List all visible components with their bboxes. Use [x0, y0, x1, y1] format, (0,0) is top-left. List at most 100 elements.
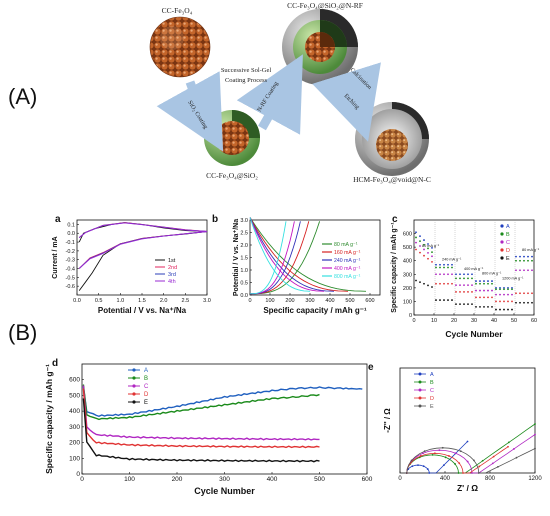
point-C — [423, 248, 425, 251]
point-A — [439, 263, 441, 266]
plot-frame-a — [76, 219, 208, 296]
point-e-C — [534, 433, 536, 436]
point-D — [487, 296, 489, 299]
point-E — [499, 308, 501, 311]
schematic-label-3: CC-Fe₃O₄@SiO₂ — [206, 171, 258, 180]
point-E — [511, 308, 513, 311]
point-C — [507, 293, 509, 296]
step-center-line1: Successive Sol-Gel — [221, 67, 272, 74]
legend-marker-c-B — [500, 232, 504, 236]
point-A — [511, 286, 513, 289]
panel-letter-e: e — [368, 362, 374, 373]
y-tick-label-a: -0.6 — [66, 284, 75, 290]
panel-letter-d: d — [52, 358, 58, 369]
legend-label-e-B: B — [430, 380, 434, 386]
y-tick-label-c: 0 — [409, 313, 412, 319]
point-B — [447, 266, 449, 269]
axes-b: 0 100 200 300 400 500 600 0.0 0.5 1.0 1.5 2.0 2.5 3.0… — [212, 214, 381, 315]
axes-a: 0.0 0.5 1.0 1.5 2.0 2.5 3.0 0.1 0.0 -0.1 -0.2 -0.3 -… — [52, 214, 211, 315]
point-A — [487, 280, 489, 282]
point-E — [523, 301, 525, 304]
point-A — [443, 263, 445, 266]
y-tick-label-b: 2.0 — [240, 243, 248, 249]
y-tick-label-c: 300 — [403, 272, 412, 278]
point-C — [527, 269, 529, 272]
point-B — [467, 277, 469, 280]
legend-marker-d-B — [132, 376, 136, 380]
y-tick-label-d: 200 — [69, 440, 80, 447]
x-tick-label-b: 200 — [285, 298, 294, 304]
point-D — [483, 296, 485, 299]
x-axis-label-d: Cycle Number — [194, 486, 255, 496]
point-D — [491, 296, 493, 299]
point-A — [463, 273, 465, 276]
point-D — [511, 300, 513, 303]
point-E — [415, 279, 417, 282]
point-e-C — [454, 452, 457, 455]
y-tick-label-b: 1.0 — [240, 268, 248, 274]
y-tick-label-b: 2.5 — [240, 231, 248, 237]
point-A — [467, 273, 469, 276]
point-C — [451, 273, 453, 276]
series-d-A — [82, 386, 363, 418]
y-tick-label-a: -0.2 — [66, 249, 75, 255]
legend-label-3rd: 3rd — [168, 272, 176, 278]
point-A — [451, 263, 453, 266]
point-B — [427, 247, 429, 250]
point-E — [479, 305, 481, 308]
point-D — [519, 292, 521, 295]
legend-label-d-A: A — [144, 368, 148, 374]
point-D — [515, 292, 517, 295]
point-e-A — [466, 440, 469, 443]
point-D — [435, 282, 437, 285]
point-C — [519, 269, 521, 272]
x-tick-label-a: 0.5 — [95, 298, 103, 304]
discharge-1 — [249, 217, 349, 292]
discharge-3 — [249, 217, 325, 292]
x-tick-label-c: 10 — [431, 318, 437, 324]
legend-marker-d-C — [132, 384, 136, 388]
point-C — [475, 289, 477, 292]
legend-marker-c-C — [500, 240, 504, 244]
point-e-C — [513, 448, 515, 450]
x-tick-label-e: 400 — [440, 476, 451, 482]
point-D — [455, 291, 457, 293]
point-B — [507, 288, 509, 291]
panel-letter-b: b — [212, 214, 218, 225]
y-tick-label-a: -0.4 — [66, 267, 75, 273]
point-C — [415, 241, 417, 244]
legend-label-b-0: 80 mA g⁻¹ — [334, 242, 358, 248]
legend-label-2nd: 2nd — [168, 265, 177, 271]
point-B — [439, 266, 441, 269]
point-A — [455, 273, 457, 276]
x-tick-label-b: 600 — [365, 298, 374, 304]
legend-label-c-A: A — [506, 224, 510, 230]
point-E — [487, 305, 489, 308]
point-D — [447, 282, 449, 285]
point-E — [515, 301, 517, 304]
y-axis-label-b: Potential / V vs. Na⁺/Na — [233, 219, 240, 296]
point-A — [499, 286, 501, 289]
point-A — [515, 255, 517, 258]
point-E — [507, 308, 509, 311]
plot-frame-d — [81, 363, 368, 475]
point-A — [531, 255, 533, 258]
schematic-label-2: CC-Fe₃O₄@SiO₂@N-RF — [287, 1, 363, 10]
legend-label-e-D: D — [430, 396, 434, 402]
chart-a-cv-curves: 0.0 0.5 1.0 1.5 2.0 2.5 3.0 0.1 0.0 -0.1 -0.2 -0.3 -… — [52, 214, 211, 315]
point-e-B — [457, 472, 460, 474]
point-E — [519, 301, 521, 304]
point-e-C — [422, 452, 424, 455]
point-E — [451, 299, 453, 301]
point-E — [455, 303, 457, 306]
point-C — [515, 269, 517, 272]
point-e-E — [441, 446, 444, 449]
x-tick-label-c: 30 — [471, 318, 477, 324]
point-E — [459, 303, 461, 306]
point-e-A — [422, 465, 425, 468]
series-3rd — [78, 222, 208, 269]
hollow-void-sphere — [355, 102, 429, 176]
rate-label-2: 400 mA g⁻¹ — [464, 267, 484, 271]
x-axis-label-c: Cycle Number — [445, 329, 503, 339]
point-e-E — [473, 459, 475, 462]
